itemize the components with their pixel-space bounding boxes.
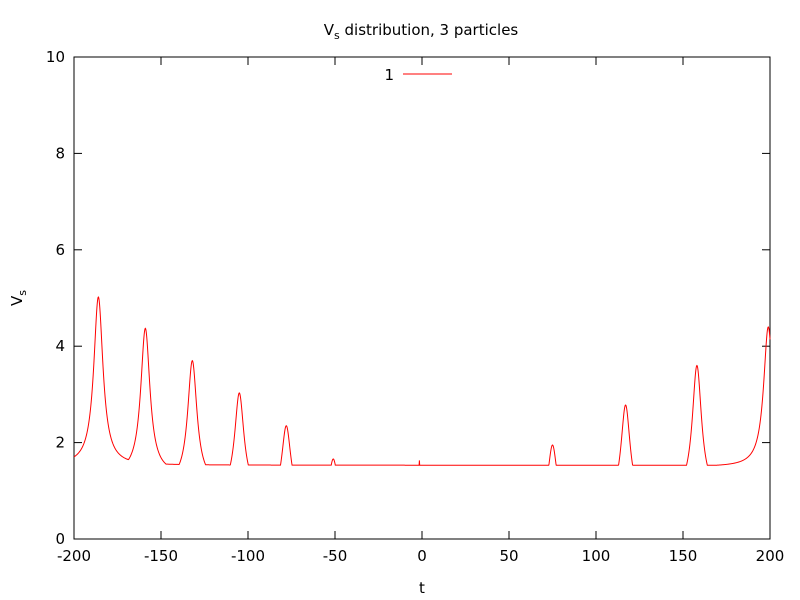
y-tick-label: 8	[55, 144, 65, 162]
x-tick-label: -150	[144, 547, 178, 565]
chart-title-rest: distribution, 3 particles	[340, 21, 519, 39]
y-axis-label-sub: s	[16, 290, 29, 296]
y-axis-label-main: V	[8, 295, 26, 306]
y-tick-label: 6	[55, 241, 65, 259]
x-tick-label: 200	[756, 547, 785, 565]
plot-frame	[73, 56, 771, 540]
legend-label: 1	[384, 66, 394, 84]
x-tick-label: 150	[669, 547, 698, 565]
chart-title-sub: s	[334, 29, 340, 42]
y-axis-label: Vs	[8, 290, 29, 306]
y-tick-label: 4	[55, 337, 65, 355]
chart-title: Vs distribution, 3 particles	[324, 21, 519, 42]
x-tick-label: -200	[57, 547, 91, 565]
x-tick-label: -100	[231, 547, 265, 565]
x-tick-label: 50	[499, 547, 518, 565]
legend: 1	[384, 66, 452, 84]
axis-ticks: -200 -150 -100 -50 0 50 100 150 200 0 2 4 6 8 10	[46, 48, 784, 565]
x-axis-label: t	[419, 579, 425, 597]
y-tick-label: 10	[46, 48, 65, 66]
x-tick-label: -50	[323, 547, 348, 565]
y-tick-label: 2	[55, 434, 65, 452]
chart-title-main: V	[324, 21, 335, 39]
x-tick-label: 100	[582, 547, 611, 565]
series-line-1	[73, 296, 771, 466]
y-tick-label: 0	[55, 530, 65, 548]
x-tick-label: 0	[417, 547, 427, 565]
